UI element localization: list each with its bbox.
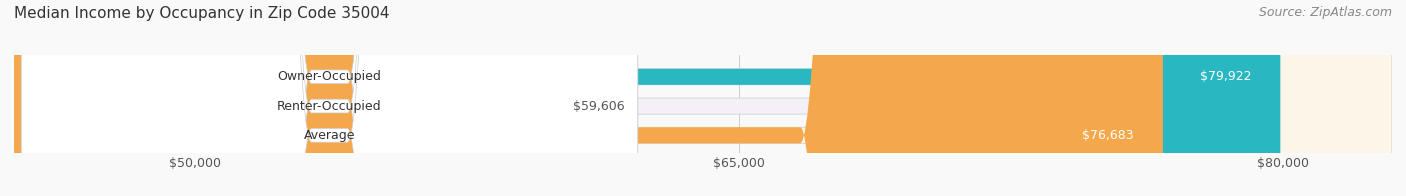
Text: Average: Average [304,129,356,142]
FancyBboxPatch shape [14,0,1392,196]
FancyBboxPatch shape [21,0,638,196]
FancyBboxPatch shape [14,0,1281,196]
FancyBboxPatch shape [21,0,638,196]
Text: Renter-Occupied: Renter-Occupied [277,100,382,113]
Text: $59,606: $59,606 [572,100,624,113]
FancyBboxPatch shape [14,0,1163,196]
Text: Median Income by Occupancy in Zip Code 35004: Median Income by Occupancy in Zip Code 3… [14,6,389,21]
FancyBboxPatch shape [21,0,638,196]
FancyBboxPatch shape [14,0,1392,196]
FancyBboxPatch shape [14,0,544,196]
FancyBboxPatch shape [14,0,1392,196]
Text: $76,683: $76,683 [1083,129,1133,142]
Text: $79,922: $79,922 [1199,70,1251,83]
Text: Owner-Occupied: Owner-Occupied [277,70,381,83]
Text: Source: ZipAtlas.com: Source: ZipAtlas.com [1258,6,1392,19]
